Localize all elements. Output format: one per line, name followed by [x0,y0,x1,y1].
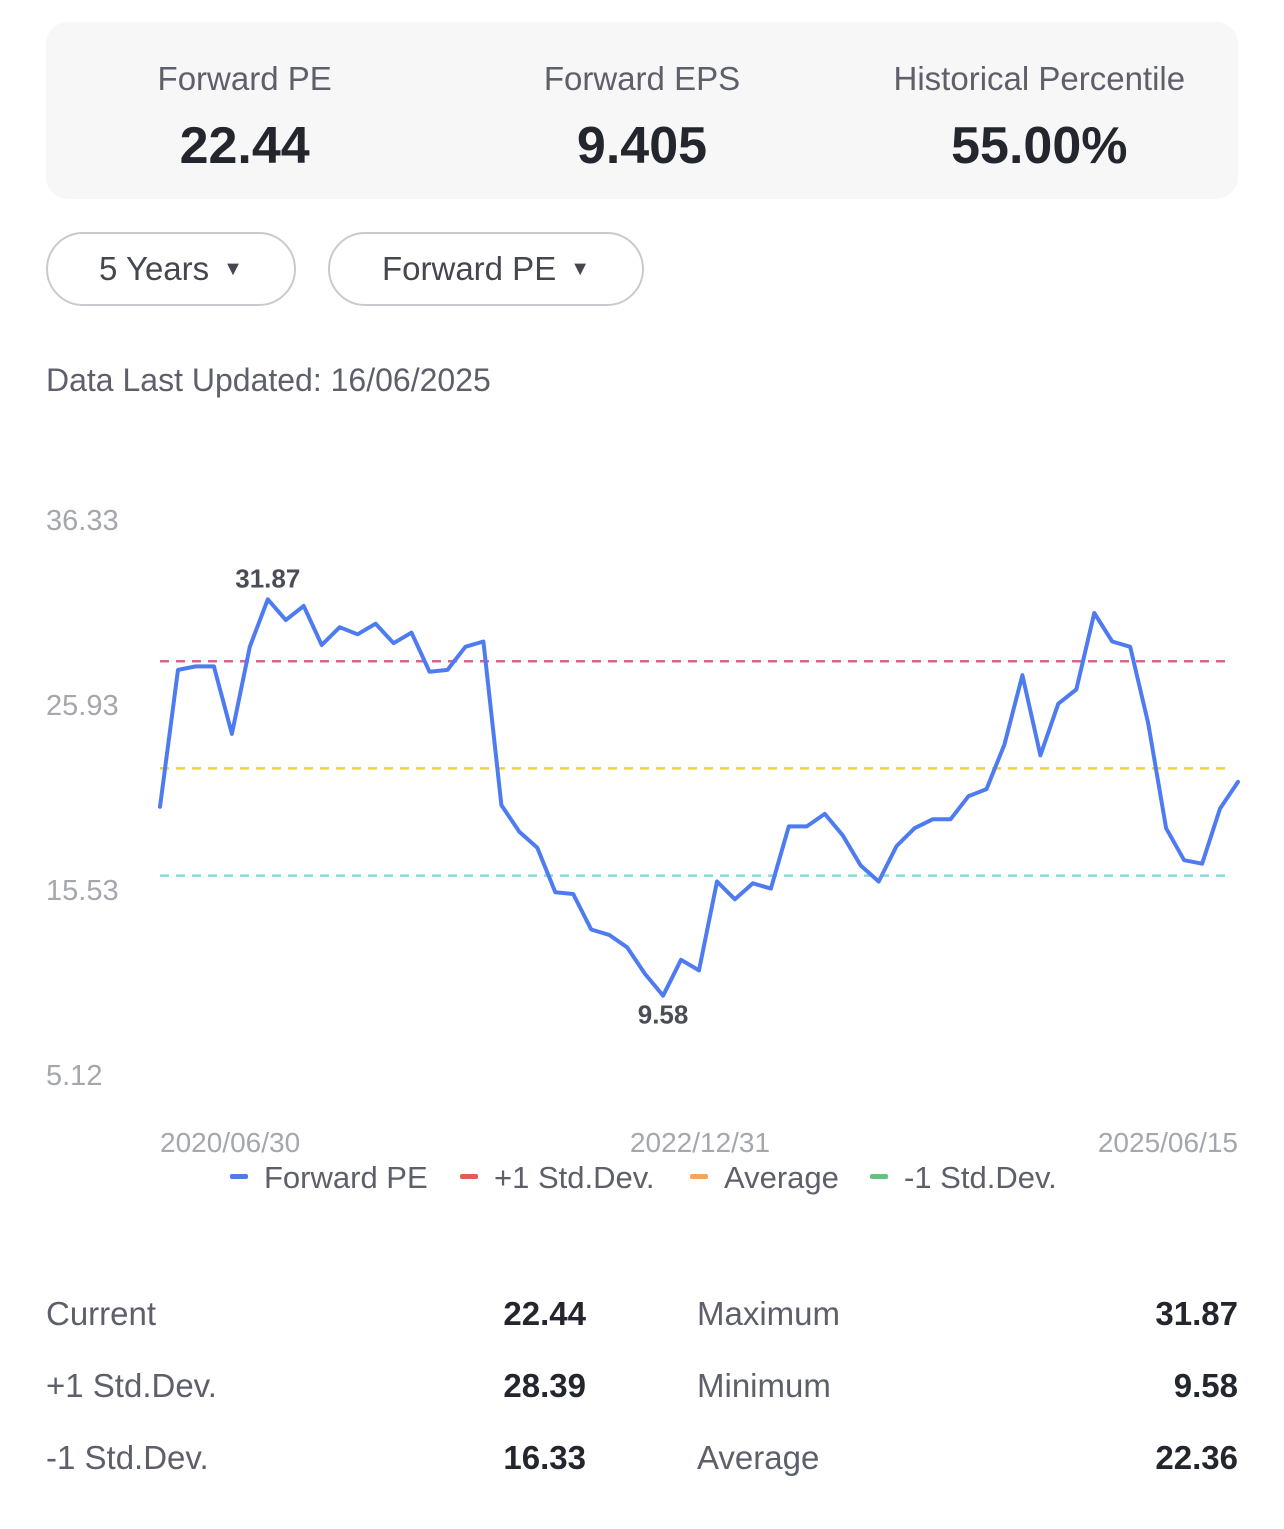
max-annotation: 31.87 [235,563,300,593]
legend-swatch [870,1174,888,1179]
stat-row: Current 22.44 Maximum 31.87 [46,1278,1238,1350]
stat-value-average: 22.36 [1155,1439,1238,1476]
forward-pe-chart: 36.33 25.93 15.53 5.12 31.87 9.58 2020/06/30 20… [46,505,1240,1195]
forward-pe-line [158,597,1240,998]
stat-row: +1 Std.Dev. 28.39 Minimum 9.58 [46,1350,1238,1422]
x-tick-label: 2025/06/15 [1098,1127,1238,1158]
metric-dropdown[interactable]: Forward PE ▼ [328,232,644,306]
summary-historical-percentile: Historical Percentile 55.00% [841,22,1238,199]
summary-label: Forward PE [157,60,332,97]
stat-label-maximum: Maximum [697,1295,841,1332]
x-tick-label: 2022/12/31 [630,1127,770,1158]
legend-label: -1 Std.Dev. [904,1160,1057,1195]
summary-forward-pe: Forward PE 22.44 [46,22,443,199]
metric-dropdown-label: Forward PE [381,250,557,287]
legend-swatch [230,1174,248,1179]
stat-value-minus-std: 16.33 [503,1439,586,1476]
summary-value: 9.405 [576,117,708,175]
stat-label-minus-std: -1 Std.Dev. [46,1439,209,1476]
stat-value-plus-std: 28.39 [503,1367,586,1404]
period-dropdown-label: 5 Years [99,250,210,287]
legend-swatch [690,1174,708,1179]
y-tick-label: 36.33 [46,505,119,537]
data-last-updated: Data Last Updated: 16/06/2025 [46,362,491,398]
summary-forward-eps: Forward EPS 9.405 [443,22,840,199]
stat-label-minimum: Minimum [697,1367,831,1404]
legend-label: +1 Std.Dev. [494,1160,655,1195]
min-annotation: 9.58 [638,1000,689,1030]
x-tick-label: 2020/06/30 [160,1127,300,1158]
y-tick-label: 15.53 [46,875,119,907]
stat-label-average: Average [697,1439,820,1476]
stat-label-current: Current [46,1295,157,1332]
stat-label-plus-std: +1 Std.Dev. [46,1367,217,1404]
summary-card: Forward PE 22.44 Forward EPS 9.405 Histo… [46,22,1238,199]
legend-label: Average [724,1160,839,1195]
stat-row: -1 Std.Dev. 16.33 Average 22.36 [46,1422,1238,1494]
legend-label: Forward PE [264,1160,428,1195]
summary-label: Forward EPS [543,60,741,97]
summary-value: 22.44 [179,117,310,175]
summary-value: 55.00% [951,117,1128,175]
stat-value-maximum: 31.87 [1155,1295,1238,1332]
legend-swatch [460,1174,478,1179]
stat-value-current: 22.44 [503,1295,586,1332]
caret-down-icon: ▼ [570,257,590,280]
y-tick-label: 25.93 [46,690,119,722]
stat-value-minimum: 9.58 [1173,1367,1238,1404]
caret-down-icon: ▼ [223,257,243,280]
period-dropdown[interactable]: 5 Years ▼ [46,232,296,306]
y-tick-label: 5.12 [46,1060,102,1092]
summary-label: Historical Percentile [893,60,1186,97]
